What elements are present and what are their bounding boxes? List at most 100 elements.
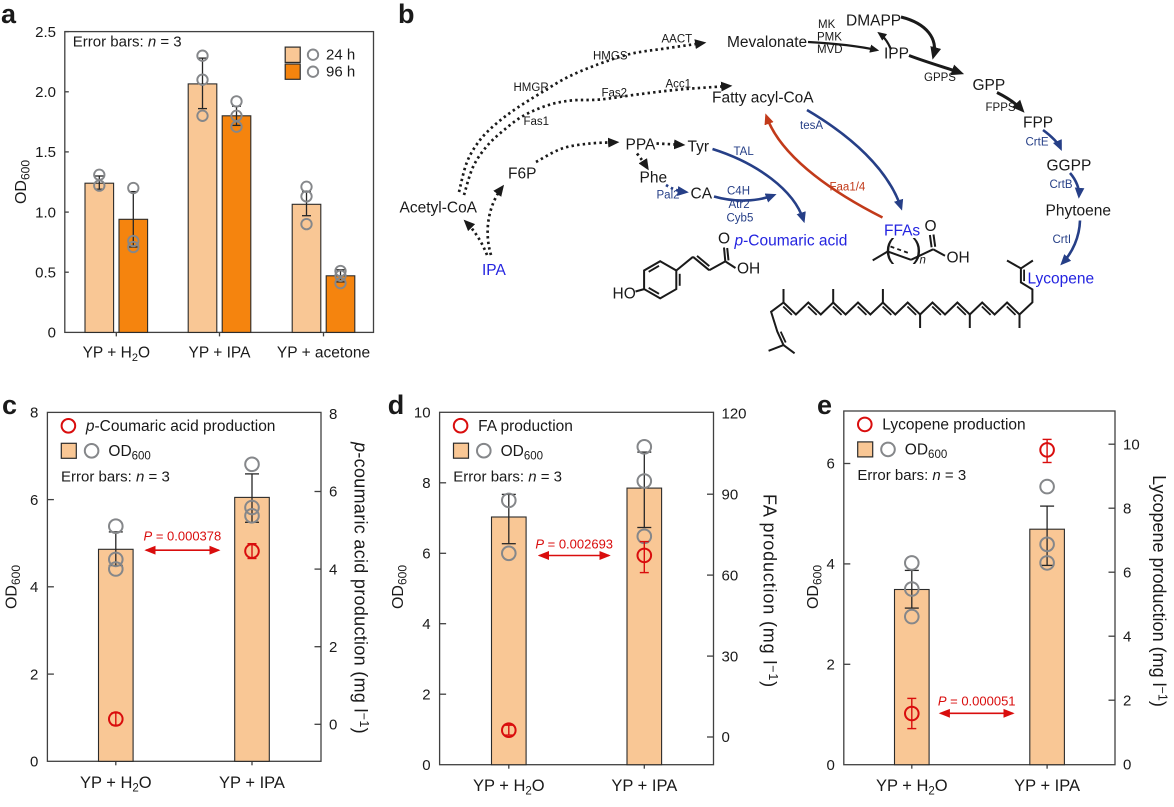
svg-text:4: 4 [422,616,430,633]
svg-text:60: 60 [722,567,739,584]
svg-text:2: 2 [1123,692,1131,709]
svg-text:Tyr: Tyr [688,139,710,156]
svg-text:8: 8 [422,475,430,492]
svg-text:Cyb5: Cyb5 [727,213,754,225]
svg-text:PMK: PMK [817,32,842,44]
svg-text:Error bars: n = 3: Error bars: n = 3 [61,469,170,486]
svg-text:YP + H2O: YP + H2O [80,774,152,795]
svg-text:4: 4 [329,561,337,578]
svg-text:Mevalonate: Mevalonate [727,34,807,51]
svg-text:tesA: tesA [800,120,823,132]
svg-text:YP + H2O: YP + H2O [876,777,948,798]
svg-text:OD600: OD600 [4,565,24,609]
svg-text:0.5: 0.5 [35,264,56,281]
svg-text:1.5: 1.5 [35,144,56,161]
svg-text:Acc1: Acc1 [666,79,692,91]
svg-text:c: c [2,390,17,420]
svg-text:1.0: 1.0 [35,204,56,221]
svg-text:6: 6 [826,456,834,473]
svg-text:2.0: 2.0 [35,84,56,101]
svg-text:FA production: FA production [478,418,573,435]
svg-text:p-Coumaric acid production: p-Coumaric acid production [85,418,276,435]
svg-text:FPPS: FPPS [986,102,1016,114]
svg-text:2: 2 [826,657,834,674]
svg-text:AACT: AACT [662,34,693,46]
svg-text:p-Coumaric acid: p-Coumaric acid [734,233,848,250]
svg-text:P = 0.000051: P = 0.000051 [938,694,1016,709]
svg-text:Phe: Phe [640,170,668,187]
svg-text:YP + acetone: YP + acetone [277,345,370,362]
svg-text:Faa1/4: Faa1/4 [830,182,866,194]
svg-text:GPP: GPP [973,77,1006,94]
svg-text:C4H: C4H [727,186,750,198]
svg-text:Lycopene production (mg l−1): Lycopene production (mg l−1) [1149,475,1170,707]
svg-text:Lycopene: Lycopene [1028,271,1095,288]
svg-text:6: 6 [1123,564,1131,581]
svg-text:Phytoene: Phytoene [1046,203,1112,220]
svg-text:OD600: OD600 [805,565,825,609]
svg-text:OD600: OD600 [108,443,150,463]
svg-text:OD600: OD600 [501,443,543,463]
svg-text:8: 8 [1123,500,1131,517]
svg-text:IPA: IPA [482,262,506,279]
svg-text:F6P: F6P [508,166,536,183]
svg-text:0: 0 [826,757,834,774]
svg-text:0: 0 [329,717,337,734]
svg-text:DMAPP: DMAPP [846,13,901,30]
svg-text:HO: HO [613,286,636,303]
svg-text:8: 8 [329,406,337,423]
svg-text:TAL: TAL [734,146,755,158]
svg-text:96 h: 96 h [326,64,355,81]
svg-text:OD600: OD600 [905,442,947,462]
svg-text:FPP: FPP [1023,115,1053,132]
svg-text:6: 6 [329,484,337,501]
svg-text:YP + H2O: YP + H2O [83,345,150,364]
svg-text:IPP: IPP [884,46,909,63]
svg-text:P = 0.002693: P = 0.002693 [535,536,613,551]
svg-text:2: 2 [422,686,430,703]
svg-text:GGPP: GGPP [1047,158,1092,175]
svg-text:120: 120 [722,406,747,423]
svg-text:CA: CA [691,186,713,203]
svg-text:0: 0 [48,325,56,342]
svg-text:HMGR: HMGR [514,82,549,94]
svg-text:MK: MK [818,19,836,31]
svg-text:2.5: 2.5 [35,24,56,41]
svg-text:4: 4 [826,556,834,573]
svg-text:YP + IPA: YP + IPA [1014,777,1080,795]
svg-text:24 h: 24 h [326,47,355,64]
svg-text:Error bars: n = 3: Error bars: n = 3 [73,34,182,51]
svg-text:O: O [718,231,730,248]
svg-text:YP + IPA: YP + IPA [219,774,285,792]
svg-text:OH: OH [737,261,760,278]
svg-text:10: 10 [1123,436,1140,453]
svg-text:Error bars: n = 3: Error bars: n = 3 [857,467,966,484]
svg-text:90: 90 [722,486,739,503]
svg-text:p-coumaric acid production (mg: p-coumaric acid production (mg l−1) [351,441,372,734]
svg-text:d: d [388,390,405,420]
svg-text:Atr2: Atr2 [729,199,750,211]
svg-text:YP + IPA: YP + IPA [611,777,677,795]
svg-text:2: 2 [329,639,337,656]
svg-text:HMGS: HMGS [593,51,628,63]
svg-text:n: n [920,255,926,267]
svg-text:30: 30 [722,648,739,665]
svg-text:YP + IPA: YP + IPA [189,345,252,362]
svg-text:P = 0.000378: P = 0.000378 [144,528,222,543]
svg-text:OH: OH [947,250,970,267]
svg-text:MVD: MVD [817,44,843,56]
svg-text:CrtI: CrtI [1053,234,1072,246]
svg-text:YP + H2O: YP + H2O [473,777,545,798]
svg-text:Pal2: Pal2 [657,190,680,202]
svg-text:4: 4 [1123,628,1131,645]
svg-text:e: e [817,390,832,420]
svg-text:O: O [924,218,936,235]
svg-text:FFAs: FFAs [884,223,920,240]
svg-text:): ) [913,233,922,264]
svg-text:a: a [1,0,17,29]
svg-text:0: 0 [30,754,38,771]
svg-text:PPA: PPA [626,137,657,154]
svg-text:6: 6 [30,492,38,509]
svg-text:4: 4 [30,579,38,596]
svg-text:CrtE: CrtE [1026,137,1049,149]
